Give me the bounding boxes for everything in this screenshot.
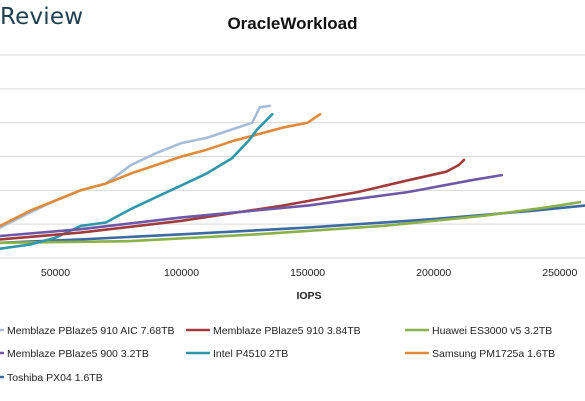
chart-title: OracleWorkload xyxy=(227,14,358,33)
series-line xyxy=(0,173,504,238)
legend-item: Memblaze PBlaze5 910 AIC 7.68TB xyxy=(0,325,175,337)
legend-label: Memblaze PBlaze5 900 3.2TB xyxy=(7,348,149,360)
x-axis-title: IOPS xyxy=(296,290,321,302)
legend-item: Samsung PM1725a 1.6TB xyxy=(405,348,555,360)
legend-label: Huawei ES3000 v5 3.2TB xyxy=(432,325,552,337)
series-line xyxy=(0,112,322,228)
x-tick-label: 250000 xyxy=(542,267,577,279)
x-tick-label: 100000 xyxy=(164,267,199,279)
series-line xyxy=(0,204,585,245)
legend-item: Memblaze PBlaze5 910 3.84TB xyxy=(186,325,361,337)
series-line xyxy=(0,112,274,250)
legend-label: Toshiba PX04 1.6TB xyxy=(7,372,103,384)
x-tick-label: 150000 xyxy=(290,267,325,279)
legend-item: Toshiba PX04 1.6TB xyxy=(0,372,103,384)
legend-label: Memblaze PBlaze5 910 3.84TB xyxy=(213,325,361,337)
series-line xyxy=(0,200,582,245)
gridlines xyxy=(0,54,585,259)
legend-item: Intel P4510 2TB xyxy=(186,348,288,360)
legend-label: Intel P4510 2TB xyxy=(213,348,288,360)
legend-item: Memblaze PBlaze5 900 3.2TB xyxy=(0,348,149,360)
legend-label: Memblaze PBlaze5 910 AIC 7.68TB xyxy=(7,325,175,337)
series-lines xyxy=(0,104,585,250)
brand-logo-text: Review xyxy=(0,4,84,30)
legend-label: Samsung PM1725a 1.6TB xyxy=(432,348,555,360)
x-tick-label: 200000 xyxy=(416,267,451,279)
series-line xyxy=(0,158,466,241)
legend-item: Huawei ES3000 v5 3.2TB xyxy=(405,325,552,337)
x-tick-label: 50000 xyxy=(41,267,70,279)
x-tick-labels: 50000 100000 150000 200000 250000 xyxy=(41,267,578,279)
series-line xyxy=(0,104,272,229)
legend: Memblaze PBlaze5 910 AIC 7.68TB Memblaze … xyxy=(0,325,555,384)
